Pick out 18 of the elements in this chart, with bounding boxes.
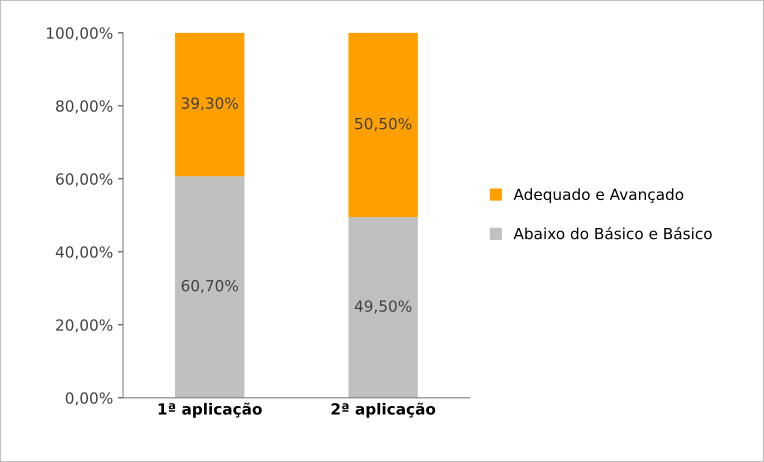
y-tick-label: 40,00% (56, 246, 112, 260)
data-label: 50,50% (355, 118, 412, 131)
y-tick-label: 0,00% (66, 392, 112, 406)
bar (348, 217, 418, 398)
y-tick-label: 100,00% (46, 27, 112, 40)
x-tick-label: 1ª aplicação (158, 402, 262, 418)
y-tick-label: 80,00% (56, 100, 112, 114)
data-label: 49,50% (354, 300, 412, 314)
x-tick-label: 2ª aplicação (332, 402, 436, 418)
y-tick-label: 60,00% (56, 173, 112, 186)
bar (348, 32, 418, 218)
data-label: 39,30% (182, 97, 238, 111)
legend-label: Abaixo do Básico e Básico (514, 226, 712, 240)
legend-label: Adequado e Avançado (514, 188, 684, 204)
y-tick-label: 20,00% (56, 319, 112, 332)
data-label: 60,70% (182, 280, 238, 293)
bar (175, 32, 244, 176)
bar (175, 176, 244, 398)
